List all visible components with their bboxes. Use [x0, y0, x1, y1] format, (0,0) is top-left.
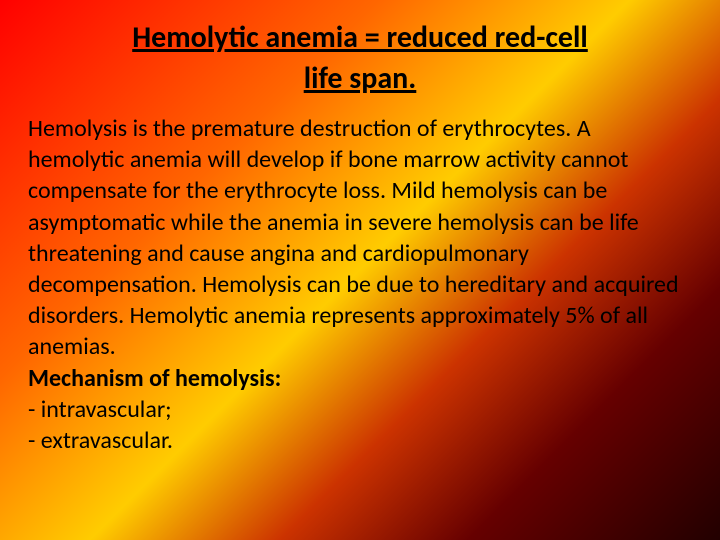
slide-body: Hemolysis is the premature destruction o…	[28, 113, 692, 456]
body-subheading: Mechanism of hemolysis:	[28, 363, 692, 394]
title-line-2: life span.	[304, 60, 417, 97]
slide: Hemolytic anemia = reduced red-cell life…	[0, 0, 720, 540]
body-paragraph: Hemolysis is the premature destruction o…	[28, 113, 692, 363]
bullet-2: - extravascular.	[28, 425, 692, 456]
bullet-1: - intravascular;	[28, 394, 692, 425]
slide-title: Hemolytic anemia = reduced red-cell life…	[28, 18, 692, 99]
title-line-1: Hemolytic anemia = reduced red-cell	[132, 19, 588, 56]
